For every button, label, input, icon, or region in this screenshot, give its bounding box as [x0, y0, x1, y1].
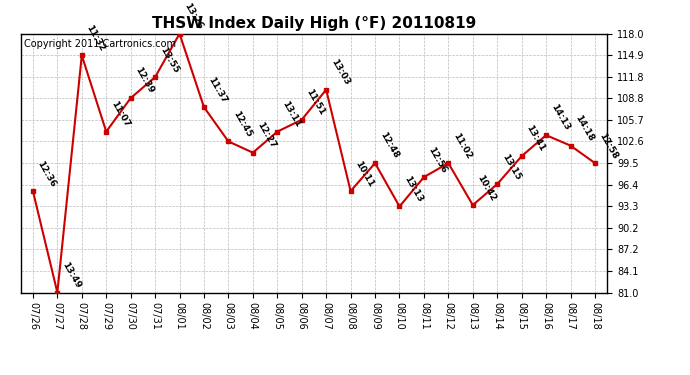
- Text: 11:51: 11:51: [304, 88, 326, 117]
- Text: 12:45: 12:45: [231, 109, 253, 139]
- Text: 13:49: 13:49: [60, 260, 82, 290]
- Text: 14:18: 14:18: [573, 114, 595, 143]
- Text: 11:37: 11:37: [207, 75, 229, 104]
- Text: 11:02: 11:02: [451, 131, 473, 160]
- Text: 10:42: 10:42: [475, 173, 497, 202]
- Title: THSW Index Daily High (°F) 20110819: THSW Index Daily High (°F) 20110819: [152, 16, 476, 31]
- Text: Copyright 2011 Cartronics.com: Copyright 2011 Cartronics.com: [23, 39, 176, 49]
- Text: 13:11: 13:11: [280, 100, 302, 129]
- Text: 13:41: 13:41: [524, 124, 546, 153]
- Text: 13:26: 13:26: [182, 2, 204, 31]
- Text: 10:11: 10:11: [353, 159, 375, 188]
- Text: 14:13: 14:13: [549, 103, 571, 132]
- Text: 13:15: 13:15: [500, 152, 522, 182]
- Text: 12:39: 12:39: [133, 66, 156, 95]
- Text: 11:07: 11:07: [109, 100, 131, 129]
- Text: 12:27: 12:27: [255, 120, 278, 150]
- Text: 13:03: 13:03: [329, 58, 351, 87]
- Text: 13:55: 13:55: [158, 45, 180, 74]
- Text: 12:58: 12:58: [598, 131, 620, 160]
- Text: 11:32: 11:32: [85, 23, 107, 52]
- Text: 12:36: 12:36: [36, 159, 58, 188]
- Text: 12:48: 12:48: [378, 131, 400, 160]
- Text: 12:56: 12:56: [426, 145, 449, 174]
- Text: 13:13: 13:13: [402, 174, 424, 204]
